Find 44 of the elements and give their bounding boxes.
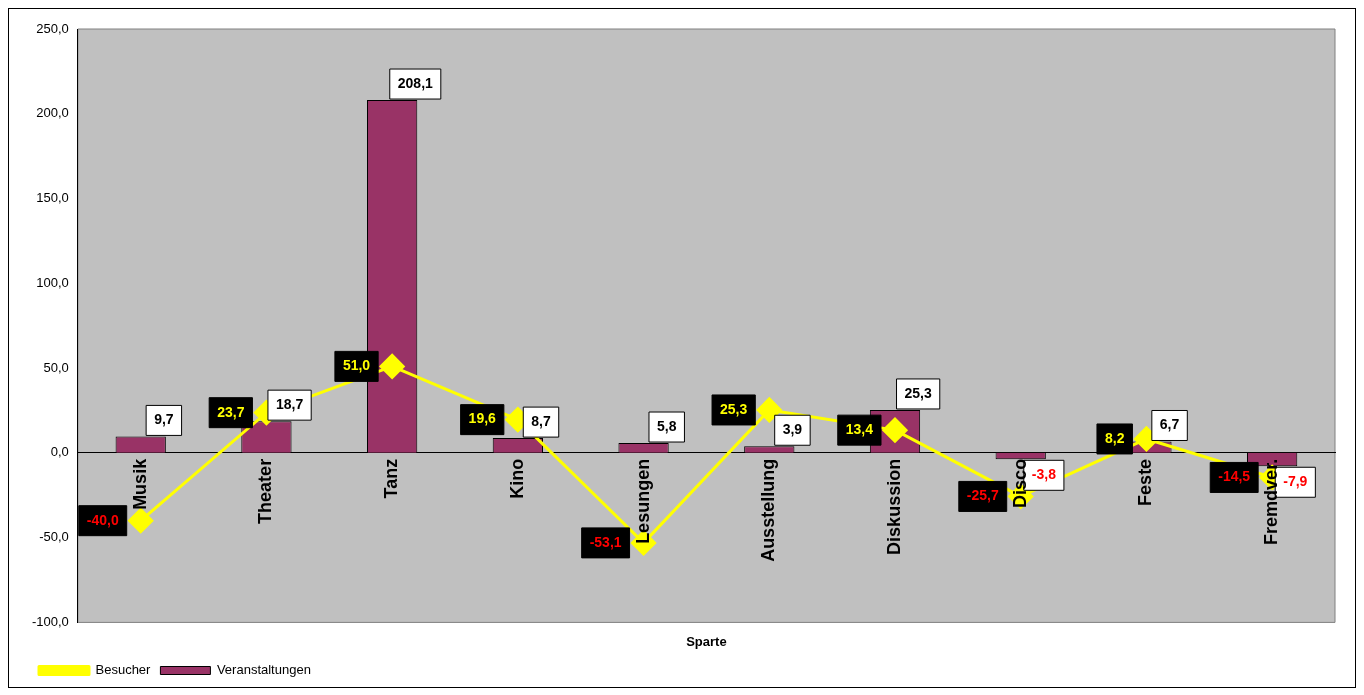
y-tick-label: 200,0 bbox=[36, 105, 69, 121]
y-tick-label: -100,0 bbox=[31, 613, 69, 629]
x-tick-label: Fremdver. bbox=[1261, 458, 1282, 545]
x-axis-title: Sparte bbox=[686, 633, 727, 649]
data-label: 51,0 bbox=[342, 357, 371, 374]
x-tick-label: Lesungen bbox=[632, 458, 653, 544]
x-tick-label: Feste bbox=[1135, 458, 1156, 506]
data-label: 25,3 bbox=[904, 384, 932, 401]
data-label: 9,7 bbox=[154, 411, 174, 428]
y-tick-label: 0,0 bbox=[50, 444, 69, 460]
data-label: 23,7 bbox=[217, 403, 245, 420]
x-tick-label: Disco bbox=[1009, 458, 1030, 508]
x-tick-label: Theater bbox=[255, 458, 276, 524]
data-label: 6,7 bbox=[1159, 416, 1180, 433]
y-tick-label: 150,0 bbox=[36, 190, 69, 206]
data-label: -14,5 bbox=[1218, 468, 1251, 485]
data-label: -25,7 bbox=[966, 487, 999, 504]
data-label: -7,9 bbox=[1283, 473, 1308, 490]
y-tick-label: 50,0 bbox=[43, 359, 69, 375]
data-label: 8,7 bbox=[531, 412, 551, 429]
data-label: 8,2 bbox=[1104, 429, 1125, 446]
point bbox=[128, 508, 154, 534]
x-tick-label: Tanz bbox=[381, 458, 402, 499]
data-label: 5,8 bbox=[656, 417, 677, 434]
y-tick-label: 250,0 bbox=[36, 20, 69, 36]
point bbox=[756, 397, 782, 423]
x-tick-label: Kino bbox=[506, 458, 527, 499]
data-label: 13,4 bbox=[845, 421, 874, 437]
data-label: 25,3 bbox=[720, 400, 748, 417]
data-label: 18,7 bbox=[275, 396, 304, 413]
data-label: -40,0 bbox=[86, 511, 119, 528]
data-label: 208,1 bbox=[397, 74, 434, 91]
x-tick-label: Ausstellung bbox=[758, 458, 779, 562]
x-tick-label: Diskussion bbox=[883, 458, 904, 555]
legend-label: Besucher bbox=[95, 662, 152, 678]
data-label: -3,8 bbox=[1031, 466, 1057, 483]
y-tick-label: -50,0 bbox=[39, 529, 69, 545]
data-label: 3,9 bbox=[782, 421, 803, 438]
legend-label: Veranstaltungen bbox=[216, 662, 311, 678]
data-label: 19,6 bbox=[468, 410, 497, 427]
y-tick-label: 100,0 bbox=[36, 274, 69, 290]
point bbox=[379, 353, 405, 379]
x-tick-label: Musik bbox=[129, 457, 150, 510]
data-label: -53,1 bbox=[589, 533, 622, 550]
